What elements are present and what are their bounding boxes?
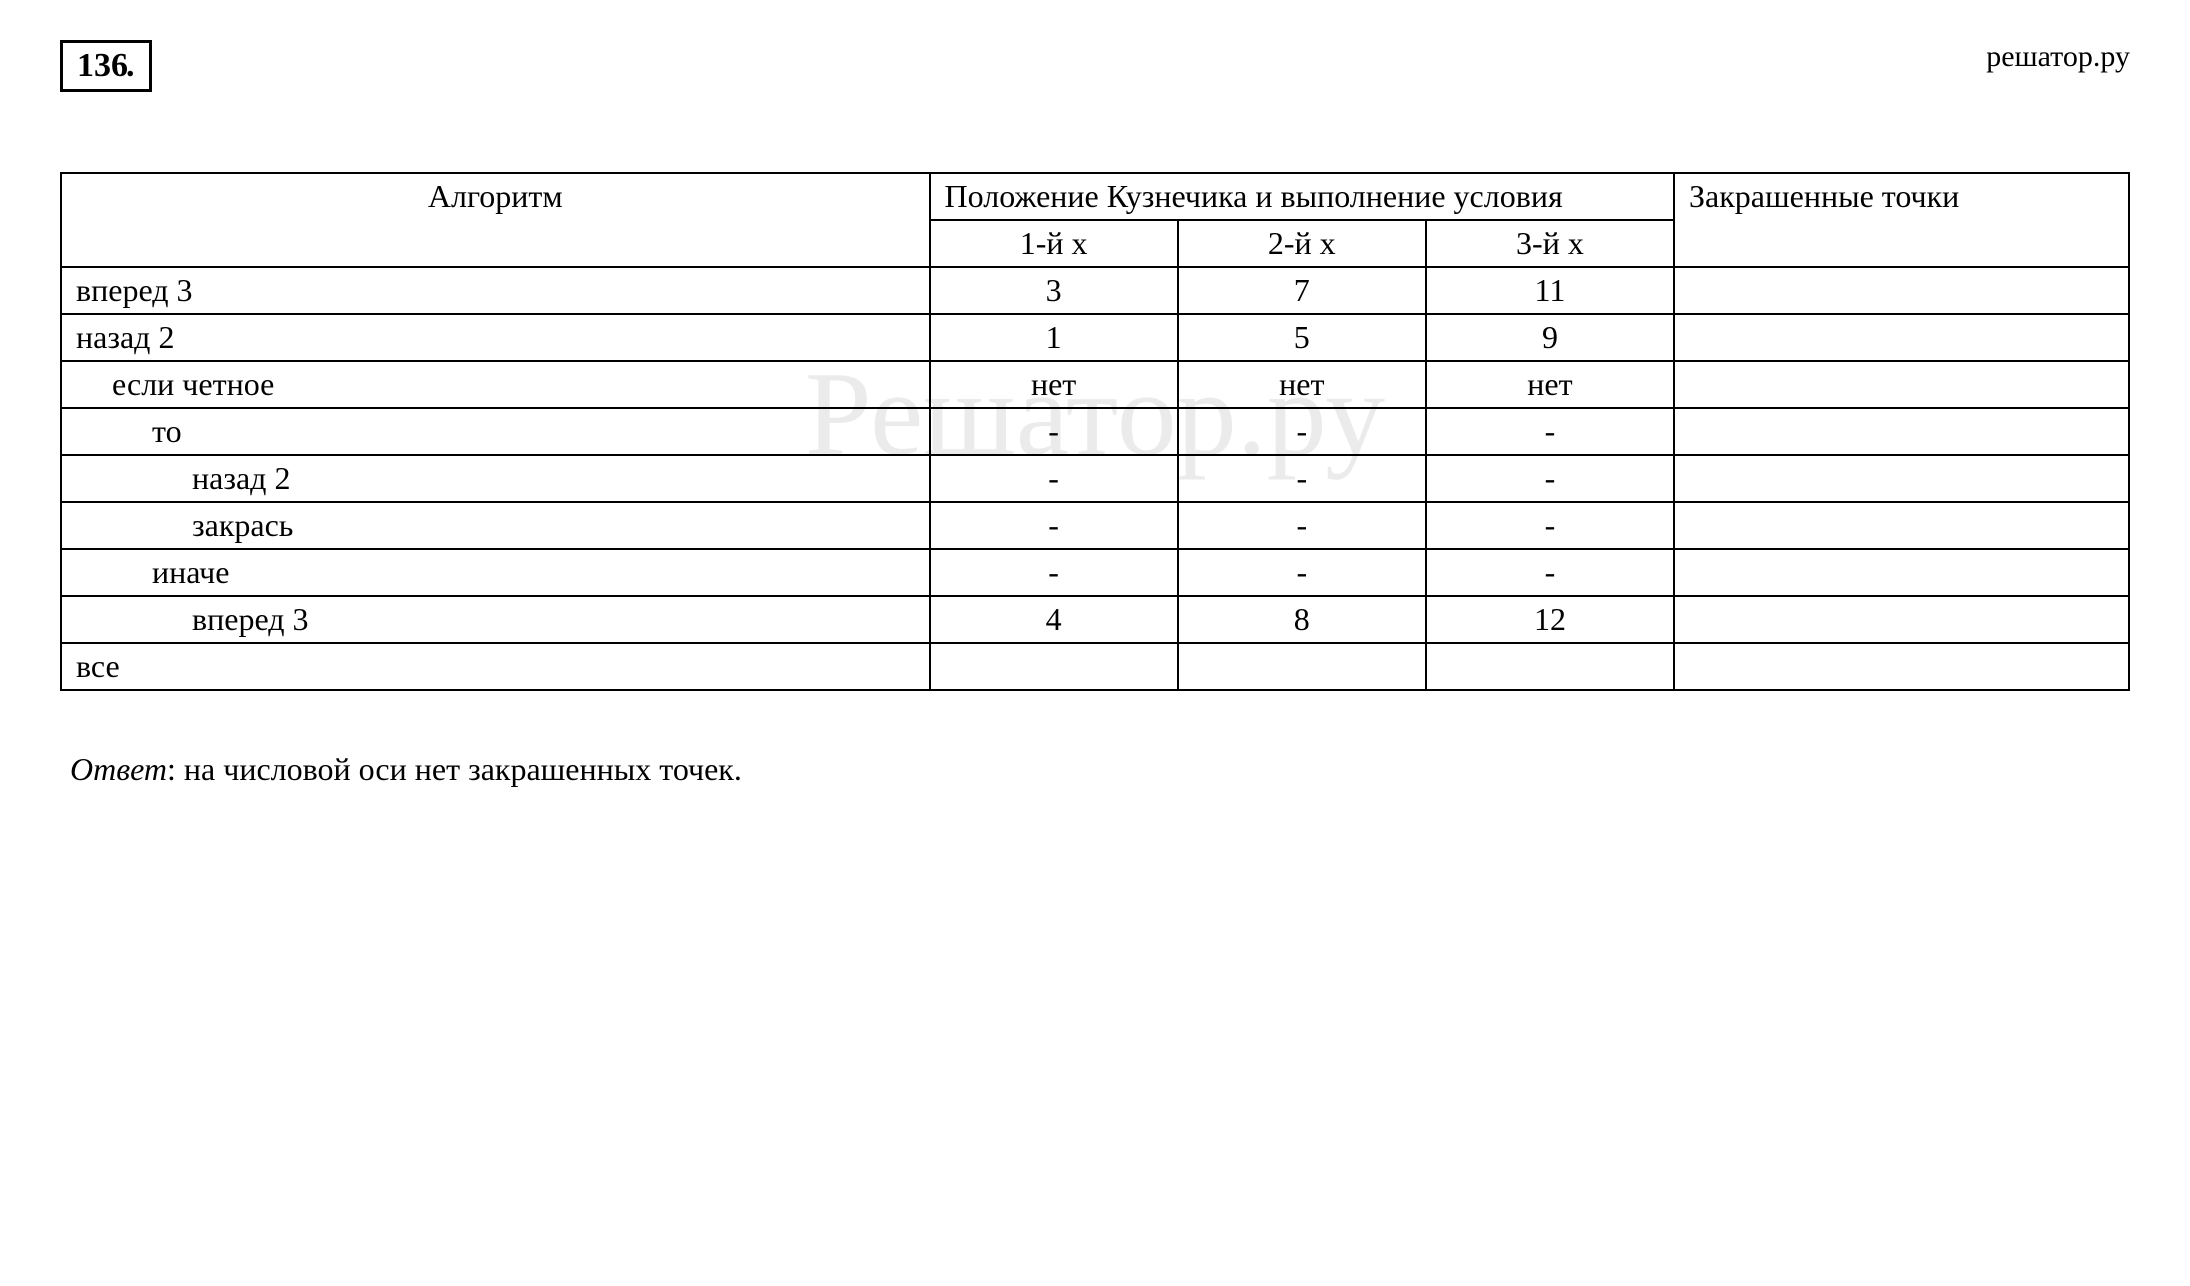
row-x2 — [1178, 643, 1426, 690]
row-painted — [1674, 267, 2129, 314]
table-header-row-1: Алгоритм Положение Кузнечика и выполнени… — [61, 173, 2129, 220]
table-row: иначе--- — [61, 549, 2129, 596]
row-label: все — [61, 643, 930, 690]
row-x1: - — [930, 549, 1178, 596]
site-label: решатор.ру — [1986, 40, 2130, 74]
row-label: вперед 3 — [61, 596, 930, 643]
row-label: если четное — [61, 361, 930, 408]
row-x2: 5 — [1178, 314, 1426, 361]
algorithm-table: Алгоритм Положение Кузнечика и выполнени… — [60, 172, 2130, 691]
row-painted — [1674, 596, 2129, 643]
table-row: вперед 33711 — [61, 267, 2129, 314]
row-x1: нет — [930, 361, 1178, 408]
header-x2: 2-й х — [1178, 220, 1426, 267]
problem-number: 136 — [60, 40, 152, 92]
header-x1: 1-й х — [930, 220, 1178, 267]
row-x2: нет — [1178, 361, 1426, 408]
row-x1: - — [930, 408, 1178, 455]
row-x3: - — [1426, 549, 1674, 596]
row-painted — [1674, 314, 2129, 361]
row-x3: - — [1426, 502, 1674, 549]
row-x2: 8 — [1178, 596, 1426, 643]
table-row: если четноенетнетнет — [61, 361, 2129, 408]
row-x2: - — [1178, 455, 1426, 502]
row-painted — [1674, 361, 2129, 408]
row-x1: - — [930, 455, 1178, 502]
row-x1: - — [930, 502, 1178, 549]
row-x1: 3 — [930, 267, 1178, 314]
row-x3: 12 — [1426, 596, 1674, 643]
table-row: назад 2159 — [61, 314, 2129, 361]
table-row: то--- — [61, 408, 2129, 455]
row-label: назад 2 — [61, 455, 930, 502]
table-row: все — [61, 643, 2129, 690]
table-row: закрась--- — [61, 502, 2129, 549]
table-row: назад 2--- — [61, 455, 2129, 502]
header-algorithm: Алгоритм — [61, 173, 930, 267]
problem-number-box: 136 — [60, 40, 2130, 172]
header-painted: Закрашенные точки — [1674, 173, 2129, 267]
row-x2: - — [1178, 502, 1426, 549]
row-label: то — [61, 408, 930, 455]
row-label: иначе — [61, 549, 930, 596]
row-x3: нет — [1426, 361, 1674, 408]
row-label: назад 2 — [61, 314, 930, 361]
answer-label: Ответ — [70, 751, 167, 787]
row-painted — [1674, 502, 2129, 549]
row-x1: 1 — [930, 314, 1178, 361]
row-x2: - — [1178, 549, 1426, 596]
row-x3: - — [1426, 455, 1674, 502]
table-row: вперед 34812 — [61, 596, 2129, 643]
row-x3: - — [1426, 408, 1674, 455]
header-x3: 3-й х — [1426, 220, 1674, 267]
row-label: вперед 3 — [61, 267, 930, 314]
row-x3: 11 — [1426, 267, 1674, 314]
row-x3: 9 — [1426, 314, 1674, 361]
row-painted — [1674, 408, 2129, 455]
answer-text: : на числовой оси нет закрашенных точек. — [167, 751, 742, 787]
answer: Ответ: на числовой оси нет закрашенных т… — [60, 751, 2130, 788]
row-x1 — [930, 643, 1178, 690]
row-painted — [1674, 455, 2129, 502]
row-x2: - — [1178, 408, 1426, 455]
row-painted — [1674, 643, 2129, 690]
row-x3 — [1426, 643, 1674, 690]
row-label: закрась — [61, 502, 930, 549]
row-x1: 4 — [930, 596, 1178, 643]
row-x2: 7 — [1178, 267, 1426, 314]
row-painted — [1674, 549, 2129, 596]
header-position: Положение Кузнечика и выполнение условия — [930, 173, 1674, 220]
